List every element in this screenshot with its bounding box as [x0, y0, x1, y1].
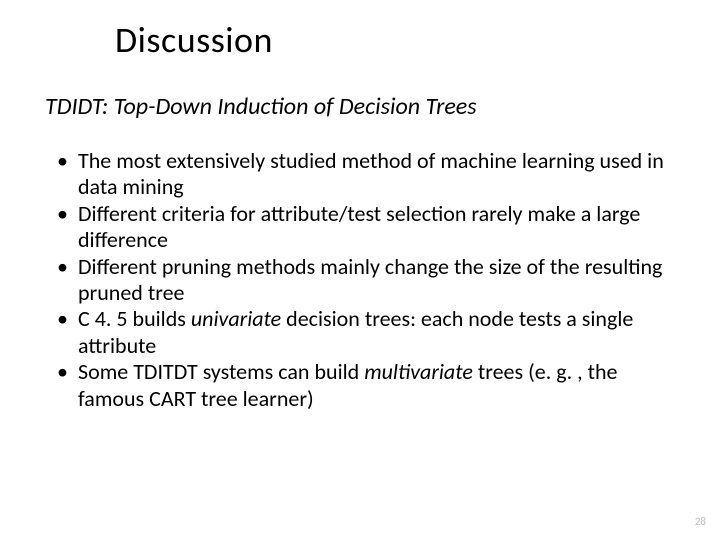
bullet-text: Different criteria for attribute/test se… — [78, 200, 640, 253]
list-item: The most extensively studied method of m… — [54, 148, 664, 201]
bullet-text: The most extensively studied method of m… — [78, 147, 664, 200]
bullet-text: C 4. 5 builds — [78, 305, 191, 332]
bullet-text-em: univariate — [191, 305, 281, 332]
slide-subtitle: TDIDT: Top-Down Induction of Decision Tr… — [45, 92, 477, 121]
list-item: Some TDITDT systems can build multivaria… — [54, 359, 664, 412]
list-item: Different criteria for attribute/test se… — [54, 201, 664, 254]
bullet-text-em: multivariate — [364, 358, 473, 385]
slide-title: Discussion — [115, 18, 273, 62]
bullet-text: Different pruning methods mainly change … — [78, 253, 662, 306]
list-item: Different pruning methods mainly change … — [54, 254, 664, 307]
slide: Discussion TDIDT: Top-Down Induction of … — [0, 0, 720, 540]
bullet-list: The most extensively studied method of m… — [54, 148, 664, 412]
bullet-text: Some TDITDT systems can build — [78, 358, 364, 385]
slide-body: The most extensively studied method of m… — [54, 148, 664, 412]
page-number: 28 — [695, 515, 706, 528]
list-item: C 4. 5 builds univariate decision trees:… — [54, 306, 664, 359]
